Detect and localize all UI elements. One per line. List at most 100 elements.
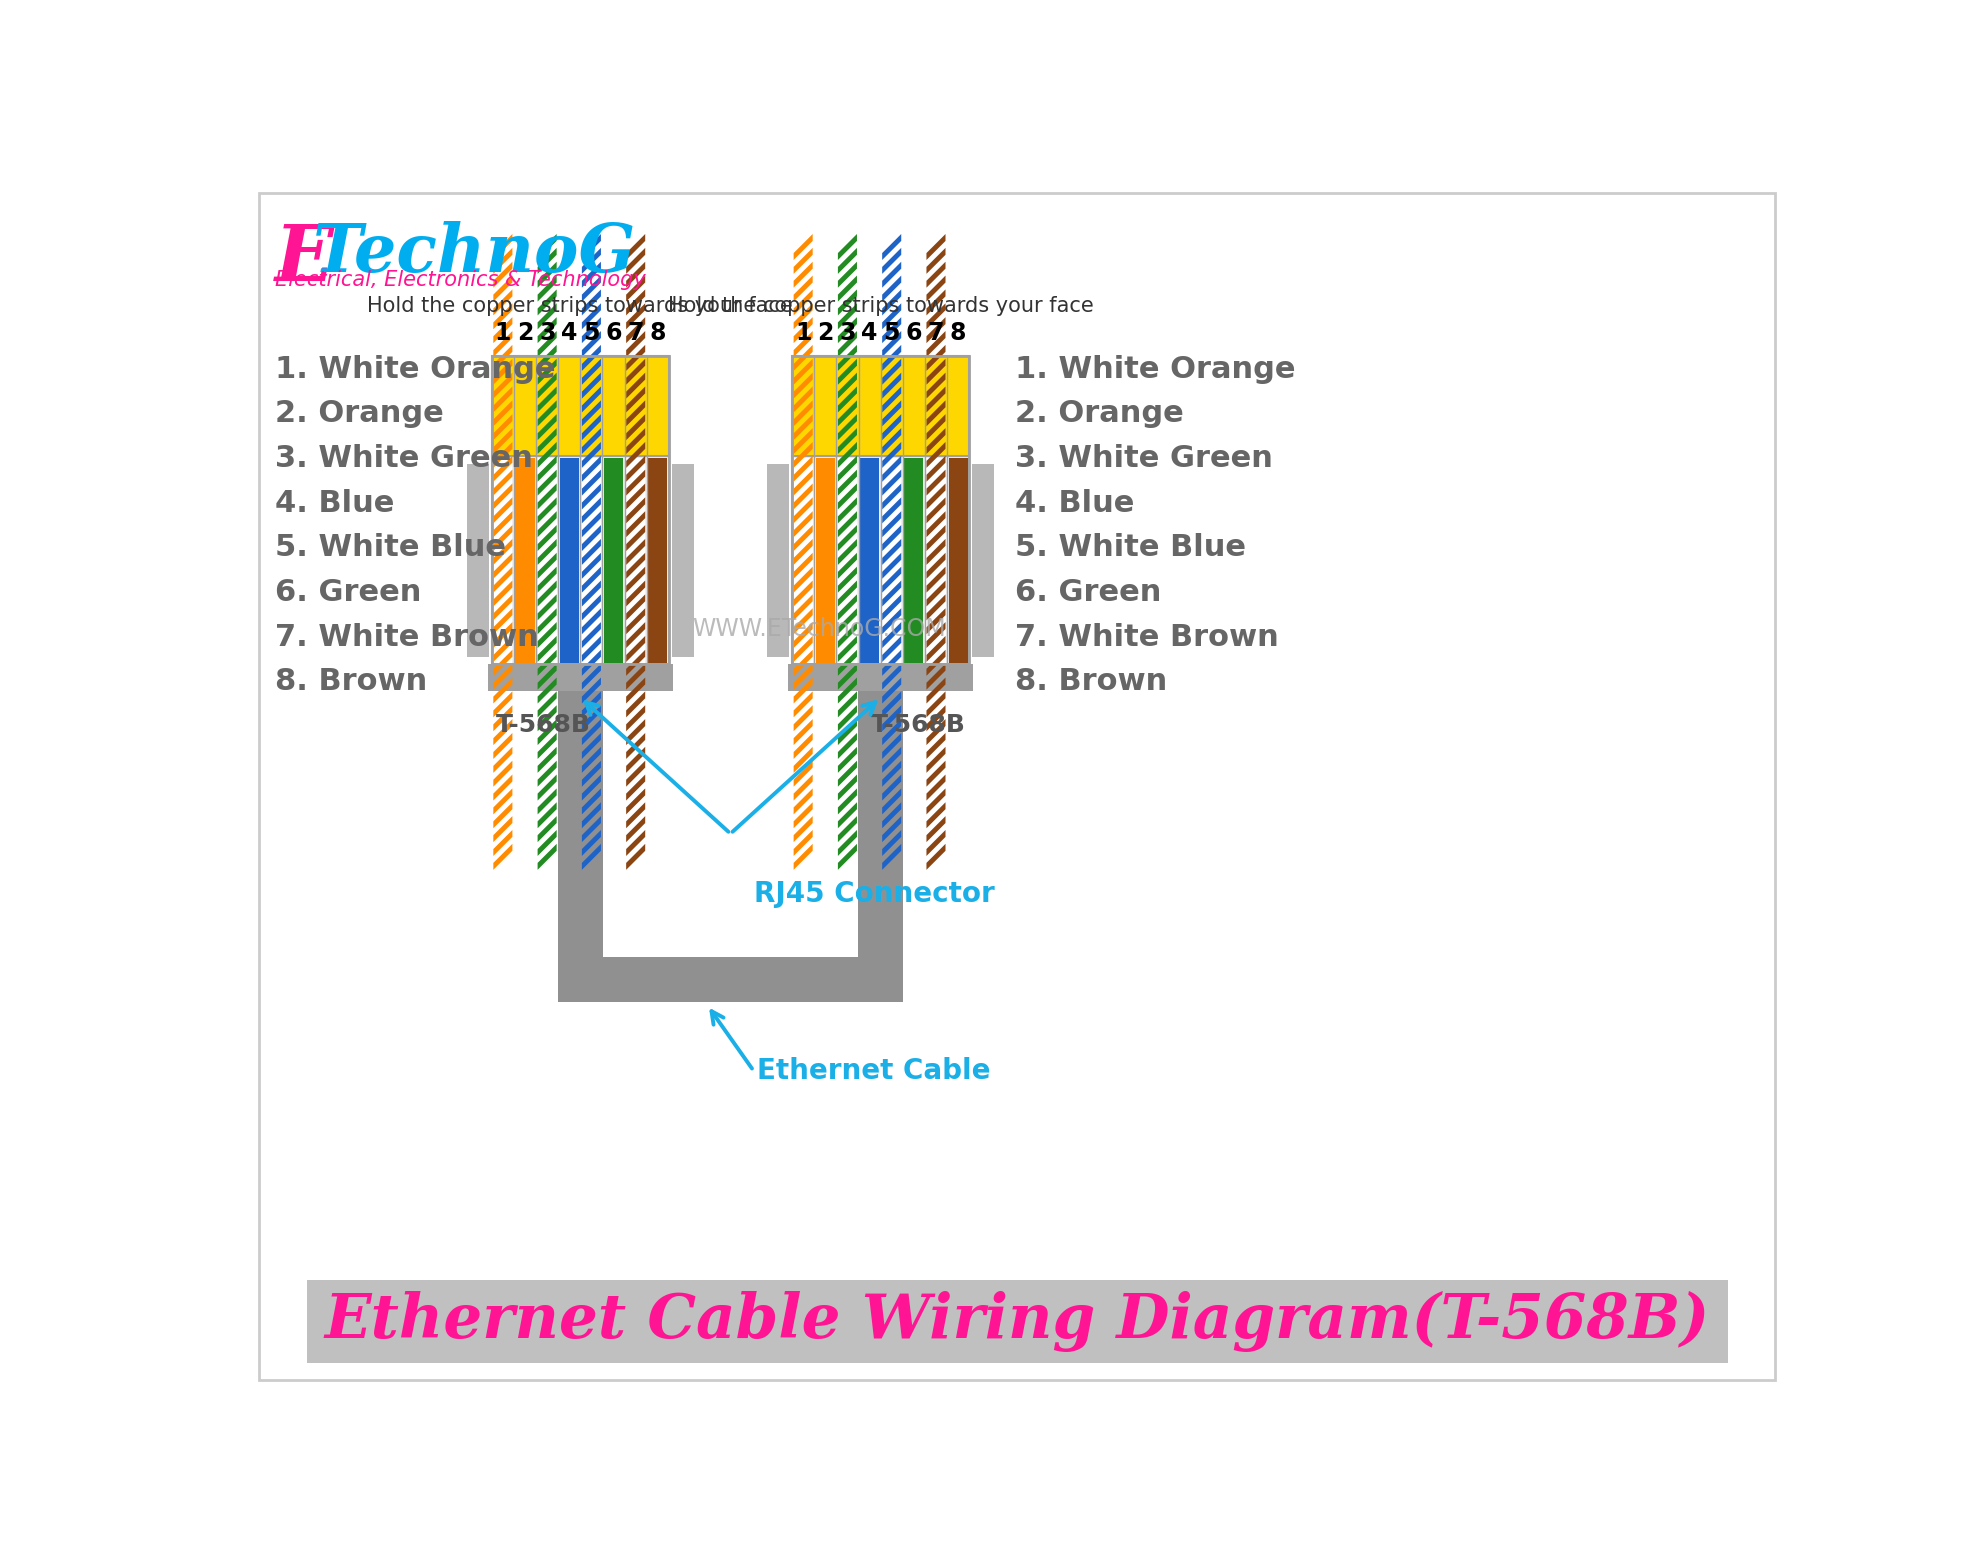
- Polygon shape: [538, 623, 556, 648]
- Polygon shape: [881, 691, 901, 718]
- Polygon shape: [794, 816, 812, 842]
- Polygon shape: [927, 290, 945, 316]
- Polygon shape: [538, 470, 556, 495]
- Bar: [860, 458, 879, 663]
- Polygon shape: [838, 372, 858, 399]
- Polygon shape: [881, 761, 901, 786]
- Polygon shape: [794, 484, 812, 509]
- Polygon shape: [838, 635, 858, 662]
- Polygon shape: [881, 581, 901, 607]
- Polygon shape: [582, 497, 601, 523]
- Polygon shape: [927, 567, 945, 593]
- Bar: [858, 690, 903, 1001]
- Polygon shape: [625, 733, 645, 758]
- Polygon shape: [494, 595, 512, 620]
- Polygon shape: [838, 276, 858, 302]
- Polygon shape: [582, 428, 601, 455]
- Polygon shape: [494, 802, 512, 828]
- Polygon shape: [794, 788, 812, 814]
- Polygon shape: [881, 400, 901, 427]
- Text: RJ45 Connector: RJ45 Connector: [754, 880, 994, 908]
- Bar: [673, 464, 693, 657]
- Polygon shape: [494, 386, 512, 413]
- Polygon shape: [838, 623, 858, 648]
- Polygon shape: [881, 442, 901, 469]
- Polygon shape: [794, 567, 812, 593]
- Polygon shape: [927, 649, 945, 676]
- Polygon shape: [582, 304, 601, 329]
- Polygon shape: [625, 442, 645, 469]
- Polygon shape: [582, 386, 601, 413]
- Polygon shape: [927, 539, 945, 565]
- Polygon shape: [881, 276, 901, 302]
- Polygon shape: [794, 581, 812, 607]
- Polygon shape: [538, 609, 556, 634]
- Polygon shape: [838, 844, 858, 870]
- Polygon shape: [838, 456, 858, 481]
- Polygon shape: [582, 733, 601, 758]
- Polygon shape: [582, 830, 601, 856]
- Polygon shape: [881, 595, 901, 620]
- Polygon shape: [881, 830, 901, 856]
- Polygon shape: [494, 733, 512, 758]
- Polygon shape: [881, 635, 901, 662]
- Polygon shape: [927, 346, 945, 371]
- Bar: [494, 458, 512, 663]
- Polygon shape: [794, 372, 812, 399]
- Polygon shape: [881, 609, 901, 634]
- Polygon shape: [582, 346, 601, 371]
- Polygon shape: [881, 816, 901, 842]
- Polygon shape: [582, 844, 601, 870]
- Polygon shape: [582, 635, 601, 662]
- Bar: [973, 464, 994, 657]
- Polygon shape: [927, 595, 945, 620]
- Bar: [625, 458, 645, 663]
- Bar: [516, 458, 534, 663]
- Polygon shape: [582, 248, 601, 274]
- Polygon shape: [582, 358, 601, 385]
- Polygon shape: [794, 525, 812, 551]
- Polygon shape: [494, 844, 512, 870]
- Text: 6. Green: 6. Green: [274, 578, 421, 607]
- Polygon shape: [582, 719, 601, 746]
- Polygon shape: [838, 761, 858, 786]
- Text: 8. Brown: 8. Brown: [1016, 668, 1167, 696]
- Polygon shape: [838, 581, 858, 607]
- Polygon shape: [625, 595, 645, 620]
- Polygon shape: [794, 428, 812, 455]
- Polygon shape: [927, 428, 945, 455]
- Polygon shape: [625, 262, 645, 288]
- Polygon shape: [625, 553, 645, 579]
- Polygon shape: [625, 470, 645, 495]
- Text: 8. Brown: 8. Brown: [274, 668, 427, 696]
- Polygon shape: [927, 511, 945, 537]
- Text: 5. White Blue: 5. White Blue: [1016, 534, 1247, 562]
- Polygon shape: [794, 609, 812, 634]
- Polygon shape: [927, 774, 945, 800]
- Polygon shape: [538, 635, 556, 662]
- Polygon shape: [582, 609, 601, 634]
- Bar: [794, 458, 812, 663]
- Polygon shape: [838, 774, 858, 800]
- Polygon shape: [881, 511, 901, 537]
- Polygon shape: [881, 318, 901, 343]
- Polygon shape: [794, 705, 812, 732]
- Polygon shape: [538, 400, 556, 427]
- Polygon shape: [881, 372, 901, 399]
- Polygon shape: [927, 372, 945, 399]
- Polygon shape: [625, 802, 645, 828]
- Bar: [466, 464, 488, 657]
- Polygon shape: [494, 816, 512, 842]
- Polygon shape: [582, 595, 601, 620]
- Polygon shape: [838, 332, 858, 357]
- Polygon shape: [494, 290, 512, 316]
- Polygon shape: [625, 497, 645, 523]
- Polygon shape: [494, 567, 512, 593]
- Polygon shape: [625, 234, 645, 260]
- Polygon shape: [625, 747, 645, 772]
- Polygon shape: [538, 304, 556, 329]
- Polygon shape: [927, 844, 945, 870]
- Bar: [625, 458, 645, 663]
- Text: 3: 3: [538, 321, 556, 344]
- Polygon shape: [582, 816, 601, 842]
